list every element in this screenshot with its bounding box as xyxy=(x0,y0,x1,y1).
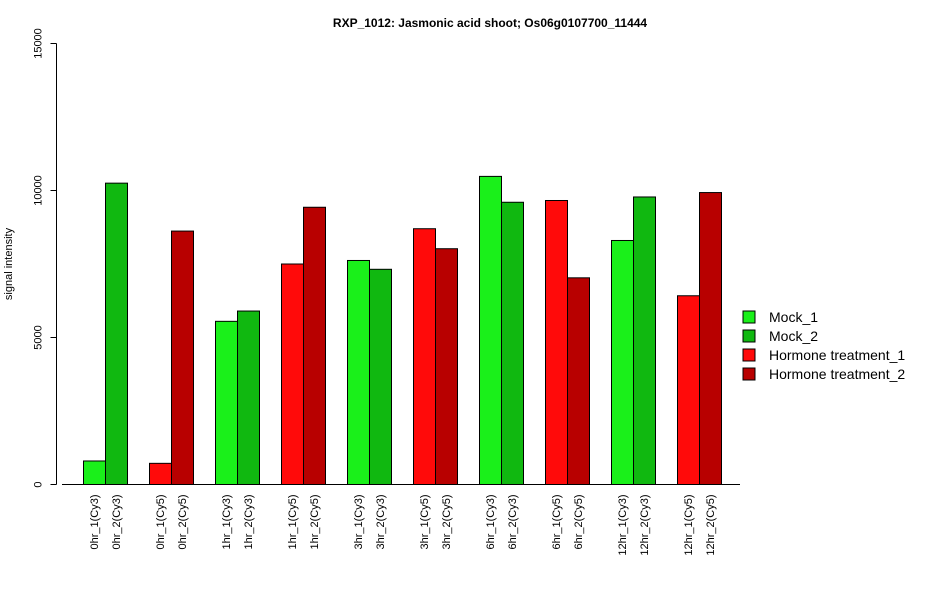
x-tick-label: 1hr_1(Cy5) xyxy=(287,495,299,550)
x-tick-label: 6hr_1(Cy5) xyxy=(551,495,563,550)
y-tick-label: 5000 xyxy=(33,325,45,349)
x-tick-label: 0hr_2(Cy5) xyxy=(177,495,189,550)
legend-label: Hormone treatment_2 xyxy=(769,366,905,382)
x-tick-label: 12hr_1(Cy3) xyxy=(617,495,629,556)
legend-swatch xyxy=(742,348,756,362)
bar xyxy=(369,268,392,485)
x-tick-label: 12hr_2(Cy3) xyxy=(639,495,651,556)
bar xyxy=(567,277,590,485)
bar xyxy=(413,228,436,485)
x-tick-label: 3hr_1(Cy3) xyxy=(353,495,365,550)
y-tick-label: 15000 xyxy=(33,28,45,59)
bar xyxy=(699,192,722,485)
x-tick-label: 3hr_2(Cy5) xyxy=(441,495,453,550)
bar xyxy=(677,295,700,486)
bar xyxy=(83,460,106,486)
x-tick-label: 12hr_1(Cy5) xyxy=(683,495,695,556)
y-axis: 0 5000 10000 15000 xyxy=(33,28,57,488)
x-tick-label: 1hr_1(Cy3) xyxy=(221,495,233,550)
x-tick-labels: 0hr_1(Cy3) 0hr_2(Cy3) 0hr_1(Cy5) 0hr_2(Cy5)… xyxy=(89,495,717,556)
bar xyxy=(237,310,260,486)
bar xyxy=(105,182,128,485)
legend-swatch xyxy=(742,310,756,324)
x-tick-label: 3hr_2(Cy3) xyxy=(375,495,387,550)
y-axis-label: signal intensity xyxy=(3,227,15,300)
x-tick-label: 6hr_2(Cy5) xyxy=(573,495,585,550)
bar xyxy=(281,263,304,485)
bar xyxy=(545,199,568,485)
x-tick-label: 1hr_2(Cy3) xyxy=(243,495,255,550)
bar xyxy=(633,196,656,486)
bar xyxy=(303,206,326,485)
x-tick-label: 6hr_1(Cy3) xyxy=(485,495,497,550)
chart-title: RXP_1012: Jasmonic acid shoot; Os06g0107… xyxy=(333,16,648,30)
y-tick-label: 10000 xyxy=(33,175,45,206)
x-tick-label: 12hr_2(Cy5) xyxy=(705,495,717,556)
bars xyxy=(83,175,722,486)
legend-swatch xyxy=(742,367,756,381)
x-tick-label: 0hr_1(Cy5) xyxy=(155,495,167,550)
bar xyxy=(171,230,194,485)
y-tick-label: 0 xyxy=(33,481,45,487)
bar xyxy=(149,462,172,485)
x-tick-label: 3hr_1(Cy5) xyxy=(419,495,431,550)
legend-label: Mock_2 xyxy=(769,328,818,344)
x-tick-label: 6hr_2(Cy3) xyxy=(507,495,519,550)
bar xyxy=(611,239,634,485)
bar xyxy=(479,175,502,485)
legend-label: Mock_1 xyxy=(769,309,818,325)
bar xyxy=(501,201,524,485)
legend-swatch xyxy=(742,329,756,343)
legend-label: Hormone treatment_1 xyxy=(769,347,905,363)
x-tick-label: 0hr_2(Cy3) xyxy=(111,495,123,550)
bar xyxy=(215,320,238,485)
x-tick-label: 1hr_2(Cy5) xyxy=(309,495,321,550)
bar xyxy=(347,259,370,485)
bar xyxy=(435,248,458,485)
legend: Mock_1 Mock_2 Hormone treatment_1 Hormone t… xyxy=(742,309,905,382)
x-tick-label: 0hr_1(Cy3) xyxy=(89,495,101,550)
